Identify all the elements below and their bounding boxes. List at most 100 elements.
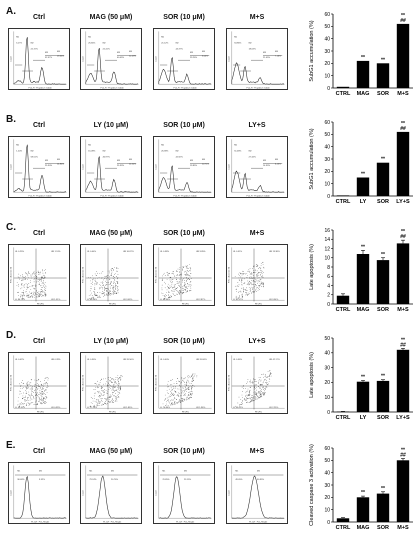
x-tick-label: SOR [377,525,389,531]
gate-label: M1 [16,36,20,38]
y-tick-label: 0 [327,86,330,92]
x-tick-label: SOR [377,307,389,313]
plot-y-label: FITC (Annexin V) [9,375,12,391]
plot-x-label: PE (PI) [109,303,116,305]
panel-label: A. [6,6,16,17]
quadrant-label: LL 86.90% [160,299,170,301]
plot-x-label: FL2-H : Propidium Iodide [174,194,198,197]
histogram-trace [13,144,67,193]
significance-mark: ## [400,18,406,24]
y-tick-label: 30 [324,365,330,371]
panel-label: E. [6,440,16,451]
plot-y-label: Count [154,490,157,496]
y-tick-label: 2 [327,293,330,299]
plot-y-label: FITC (Annexin V) [154,267,157,283]
quadrant-label: LL 76.80% [160,407,170,409]
histogram-trace [231,475,284,519]
plot-x-label: FL2-H : Propidium Iodide [247,86,271,89]
quadrant-label: LR 3.03% [123,299,132,301]
plot-y-label: Count [81,56,84,62]
y-tick-label: 0 [327,302,330,308]
bar [356,381,370,412]
x-tick-label: CTRL [336,199,351,205]
y-tick-label: 40 [324,144,330,150]
gate-label: M3 [45,160,49,162]
gate-label: M4 [202,51,206,53]
gate-label: 50.95% [257,479,264,481]
plot-y-label: FITC (Annexin V) [227,267,230,283]
scatter-cloud [235,370,272,407]
significance-mark: ** [361,172,365,178]
condition-header: M+S [249,448,265,455]
y-tick-label: 60 [324,446,330,452]
y-tick-label: 14 [324,237,330,243]
histogram-trace [13,475,67,519]
panel-c: C. Ctrl PE (PI) FITC (Annexin V) UL 0.25% UR … [0,220,419,324]
bar [376,493,390,522]
x-tick-label: CTRL [336,91,351,97]
scatter-cloud [16,269,47,299]
gate-label: 20.76% [111,479,118,481]
condition-header: SOR (10 μM) [163,338,205,345]
quadrant-label: UL 0.44% [87,251,96,253]
x-tick-label: MAG [357,525,370,531]
gate-label: 18.03% [249,48,256,50]
y-tick-label: 10 [324,181,330,187]
scatter-cloud [162,373,198,407]
bar [396,460,410,522]
gate-label: 51.48% [234,150,241,152]
y-tick-label: 40 [324,36,330,42]
bar [396,131,410,196]
flow-cytometry-plot: PE (PI) FITC (Annexin V) UL 0.36% UR 20.56%… [80,352,142,414]
gate-label: M1 [88,144,92,146]
plot-x-label: PE (PI) [255,303,262,305]
quadrant-label: UL 0.40% [160,359,169,361]
gate-label: M3 [190,52,194,54]
condition-header: Ctrl [32,14,46,21]
quadrant-label: UL 0.56% [233,359,242,361]
significance-mark: ## [400,453,406,459]
y-tick-label: 16 [324,228,330,234]
gate-label: 5.04% [202,56,208,58]
plot-x-label: PE (PI) [255,411,262,413]
gate-label: 44.37% [176,48,183,50]
gate-label: M2 [249,42,253,44]
significance-mark: ## [400,126,406,132]
gate-label: M2 [31,150,35,152]
histogram-trace [13,37,67,85]
histogram-trace [85,156,139,193]
y-tick-label: 20 [324,380,330,386]
scatter-cloud [17,377,49,407]
panel-a: A. Ctrl FL2-H : Propidium Iodide Count M1 6.1… [0,4,419,108]
histogram-trace [158,476,212,519]
bar-chart: 0 10 20 30 40 50 Late apoptosis (%) CTRL LY ** SOR… [309,336,413,421]
y-tick-label: 12 [324,246,330,252]
y-tick-label: 30 [324,157,330,163]
x-tick-label: M+S [397,525,409,531]
flow-cytometry-plot: PE (PI) FITC (Annexin V) UL 0.38% UR 9.85% L… [153,244,215,306]
condition-header: Ctrl [32,122,46,129]
flow-cytometry-plot: FL1-H : FL1-Height Count M1 49.05% M2 50.95% [226,462,288,524]
gate-label: 10.71% [202,164,209,166]
bar-chart: 0 10 20 30 40 50 60 Cleaved caspase 3 activatio… [309,444,413,531]
condition-header: SOR (10 μM) [163,14,205,21]
bar [356,60,370,88]
histogram-trace [85,48,139,85]
scatter-cloud [89,375,123,408]
y-tick-label: 10 [324,73,330,79]
flow-cytometry-plot: PE (PI) FITC (Annexin V) UL 0.56% UR 42.17%… [226,352,288,414]
gate-label: 96.68% [17,479,24,481]
y-tick-label: 40 [324,351,330,357]
bar-chart: 0 10 20 30 40 50 60 SubG1 accumulation (%) CTRL L… [309,120,413,205]
plot-x-label: FL2-H : Propidium Iodide [101,86,125,89]
histogram-trace [231,170,285,193]
gate-label: 1.20% [16,150,22,152]
x-tick-label: LY [360,199,367,205]
gate-label: M1 [234,36,238,38]
plot-y-label: FITC (Annexin V) [154,375,157,391]
quadrant-label: LL 82.57% [233,299,243,301]
gate-label: M1 [88,36,92,38]
x-tick-label: M+S [397,307,409,313]
gate-label: 14.33% [263,165,270,167]
gate-label: 58.51% [31,156,38,158]
